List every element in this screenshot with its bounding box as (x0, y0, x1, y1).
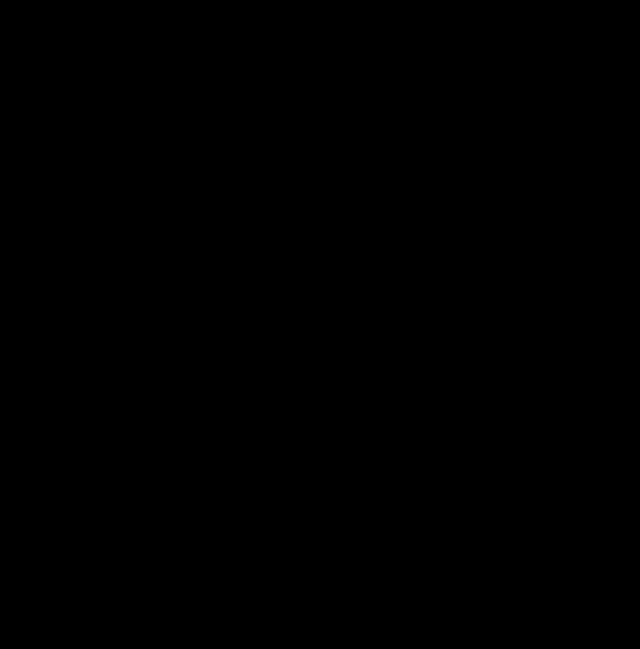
blank-canvas (0, 0, 640, 649)
